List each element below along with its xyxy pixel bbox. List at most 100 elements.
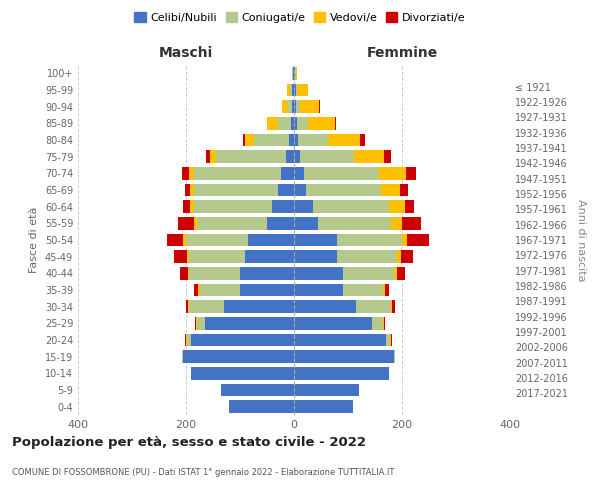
Bar <box>290 84 292 96</box>
Bar <box>281 100 287 113</box>
Bar <box>337 234 402 246</box>
Bar <box>186 334 187 346</box>
Bar <box>194 167 281 179</box>
Bar <box>406 167 416 179</box>
Bar <box>194 284 199 296</box>
Bar <box>178 217 194 230</box>
Bar <box>254 134 289 146</box>
Bar <box>390 334 391 346</box>
Bar <box>304 167 379 179</box>
Bar <box>372 317 383 330</box>
Bar <box>389 200 404 213</box>
Bar <box>243 134 245 146</box>
Bar <box>382 184 400 196</box>
Bar <box>278 117 292 130</box>
Bar <box>294 284 343 296</box>
Bar <box>188 267 240 280</box>
Bar <box>385 284 389 296</box>
Bar <box>173 250 187 263</box>
Bar <box>402 217 421 230</box>
Bar <box>394 267 397 280</box>
Bar <box>297 84 308 96</box>
Text: Femmine: Femmine <box>367 46 437 60</box>
Bar <box>293 67 294 80</box>
Bar <box>384 150 391 163</box>
Bar <box>306 184 382 196</box>
Bar <box>245 250 294 263</box>
Text: COMUNE DI FOSSOMBRONE (PU) - Dati ISTAT 1° gennaio 2022 - Elaborazione TUTTITALI: COMUNE DI FOSSOMBRONE (PU) - Dati ISTAT … <box>12 468 394 477</box>
Bar <box>294 134 298 146</box>
Bar <box>379 167 406 179</box>
Bar <box>313 200 389 213</box>
Bar <box>191 367 294 380</box>
Bar <box>184 234 186 246</box>
Bar <box>391 300 392 313</box>
Bar <box>294 384 359 396</box>
Bar <box>188 167 194 179</box>
Bar <box>328 134 361 146</box>
Bar <box>294 167 304 179</box>
Bar <box>182 350 184 363</box>
Bar <box>190 200 194 213</box>
Text: Popolazione per età, sesso e stato civile - 2022: Popolazione per età, sesso e stato civil… <box>12 436 366 449</box>
Bar <box>186 234 248 246</box>
Bar <box>343 267 394 280</box>
Bar <box>294 250 337 263</box>
Bar <box>401 250 413 263</box>
Bar <box>184 350 294 363</box>
Bar <box>197 317 205 330</box>
Y-axis label: Fasce di età: Fasce di età <box>29 207 39 273</box>
Bar <box>194 184 278 196</box>
Bar <box>194 217 197 230</box>
Bar <box>179 267 188 280</box>
Bar <box>287 84 290 96</box>
Bar <box>185 334 186 346</box>
Bar <box>292 84 294 96</box>
Bar <box>294 100 296 113</box>
Bar <box>240 267 294 280</box>
Bar <box>383 284 385 296</box>
Bar <box>190 184 194 196</box>
Bar <box>296 84 297 96</box>
Bar <box>400 184 409 196</box>
Bar <box>294 317 372 330</box>
Bar <box>187 250 188 263</box>
Bar <box>210 150 216 163</box>
Bar <box>386 334 390 346</box>
Bar <box>361 134 365 146</box>
Bar <box>392 300 395 313</box>
Bar <box>294 200 313 213</box>
Bar <box>197 217 267 230</box>
Bar <box>216 150 286 163</box>
Bar <box>294 367 389 380</box>
Bar <box>300 100 319 113</box>
Bar <box>391 217 402 230</box>
Bar <box>194 200 272 213</box>
Bar <box>319 100 320 113</box>
Bar <box>394 350 395 363</box>
Bar <box>289 134 294 146</box>
Bar <box>194 317 196 330</box>
Bar <box>224 300 294 313</box>
Bar <box>278 184 294 196</box>
Bar <box>355 150 384 163</box>
Bar <box>248 234 294 246</box>
Bar <box>294 267 343 280</box>
Bar <box>187 334 191 346</box>
Bar <box>182 167 188 179</box>
Bar <box>188 250 245 263</box>
Y-axis label: Anni di nascita: Anni di nascita <box>576 198 586 281</box>
Bar <box>384 317 385 330</box>
Bar <box>199 284 240 296</box>
Bar <box>189 300 224 313</box>
Bar <box>294 117 296 130</box>
Bar <box>397 250 401 263</box>
Bar <box>281 167 294 179</box>
Bar <box>287 100 292 113</box>
Bar <box>294 300 356 313</box>
Bar <box>186 300 188 313</box>
Bar <box>391 334 392 346</box>
Bar <box>298 134 328 146</box>
Bar <box>205 317 294 330</box>
Bar <box>319 217 391 230</box>
